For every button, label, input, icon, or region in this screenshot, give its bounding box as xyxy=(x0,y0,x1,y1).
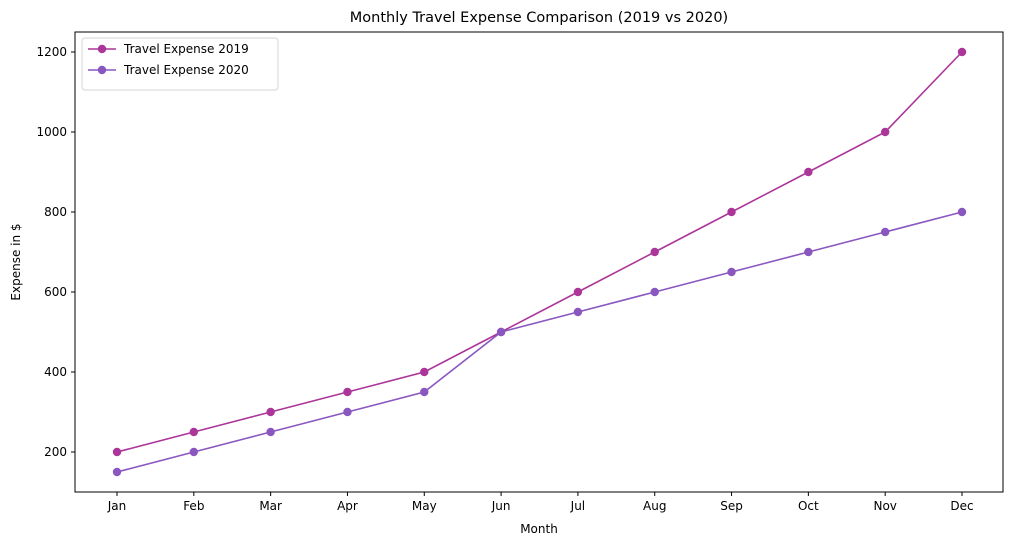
plot-area xyxy=(74,31,1004,493)
data-point xyxy=(112,447,122,457)
legend-label: Travel Expense 2019 xyxy=(123,42,249,56)
data-point xyxy=(650,287,659,297)
legend-marker xyxy=(97,65,107,75)
data-point xyxy=(804,247,813,257)
data-point xyxy=(420,387,429,397)
x-tick-label: Nov xyxy=(873,499,896,513)
series-layer xyxy=(112,47,967,477)
data-point xyxy=(573,307,583,317)
x-tick-label: Feb xyxy=(183,499,204,513)
data-point xyxy=(266,427,275,437)
series-line xyxy=(116,51,963,453)
series-2 xyxy=(112,207,967,477)
data-point xyxy=(727,207,736,217)
data-point xyxy=(573,287,583,297)
data-point xyxy=(266,407,275,417)
data-point xyxy=(343,407,352,417)
legend-box xyxy=(81,37,279,91)
data-point xyxy=(727,267,736,277)
data-point xyxy=(189,447,199,457)
data-point xyxy=(957,207,967,217)
data-point xyxy=(343,387,352,397)
data-point xyxy=(112,467,122,477)
data-point xyxy=(804,167,813,177)
legend-marker xyxy=(97,44,107,54)
x-tick-label: Jul xyxy=(570,499,585,513)
data-point xyxy=(880,127,890,137)
x-tick-label: Dec xyxy=(950,499,973,513)
x-tick-label: Jan xyxy=(107,499,127,513)
data-point xyxy=(189,427,199,437)
y-axis: 200 400 600 800 1000 1200 xyxy=(36,45,75,459)
data-point xyxy=(880,227,890,237)
series-line xyxy=(116,211,963,473)
x-axis: Jan Feb Mar Apr May Jun Jul Aug Sep Oct Nov Dec xyxy=(107,492,974,513)
x-tick-label: May xyxy=(412,499,437,513)
data-point xyxy=(650,247,659,257)
data-point xyxy=(957,47,967,57)
x-tick-label: Mar xyxy=(259,499,282,513)
x-tick-label: Aug xyxy=(643,499,666,513)
data-point xyxy=(496,327,506,337)
legend: Travel Expense 2019 Travel Expense 2020 xyxy=(81,37,279,91)
legend-label: Travel Expense 2020 xyxy=(123,63,249,77)
chart-title: Monthly Travel Expense Comparison (2019 … xyxy=(350,10,728,26)
legend-item: Travel Expense 2020 xyxy=(88,63,249,77)
y-tick-label: 800 xyxy=(44,205,67,219)
y-tick-label: 200 xyxy=(44,445,67,459)
x-axis-label: Month xyxy=(520,522,558,536)
y-tick-label: 400 xyxy=(44,365,67,379)
x-tick-label: Jun xyxy=(491,499,511,513)
y-tick-label: 1000 xyxy=(36,125,67,139)
x-tick-label: Oct xyxy=(798,499,819,513)
x-tick-label: Apr xyxy=(337,499,358,513)
x-tick-label: Sep xyxy=(720,499,743,513)
data-point xyxy=(420,367,429,377)
y-tick-label: 600 xyxy=(44,285,67,299)
y-tick-label: 1200 xyxy=(36,45,67,59)
legend-item: Travel Expense 2019 xyxy=(88,42,249,56)
y-axis-label: Expense in $ xyxy=(9,223,23,300)
